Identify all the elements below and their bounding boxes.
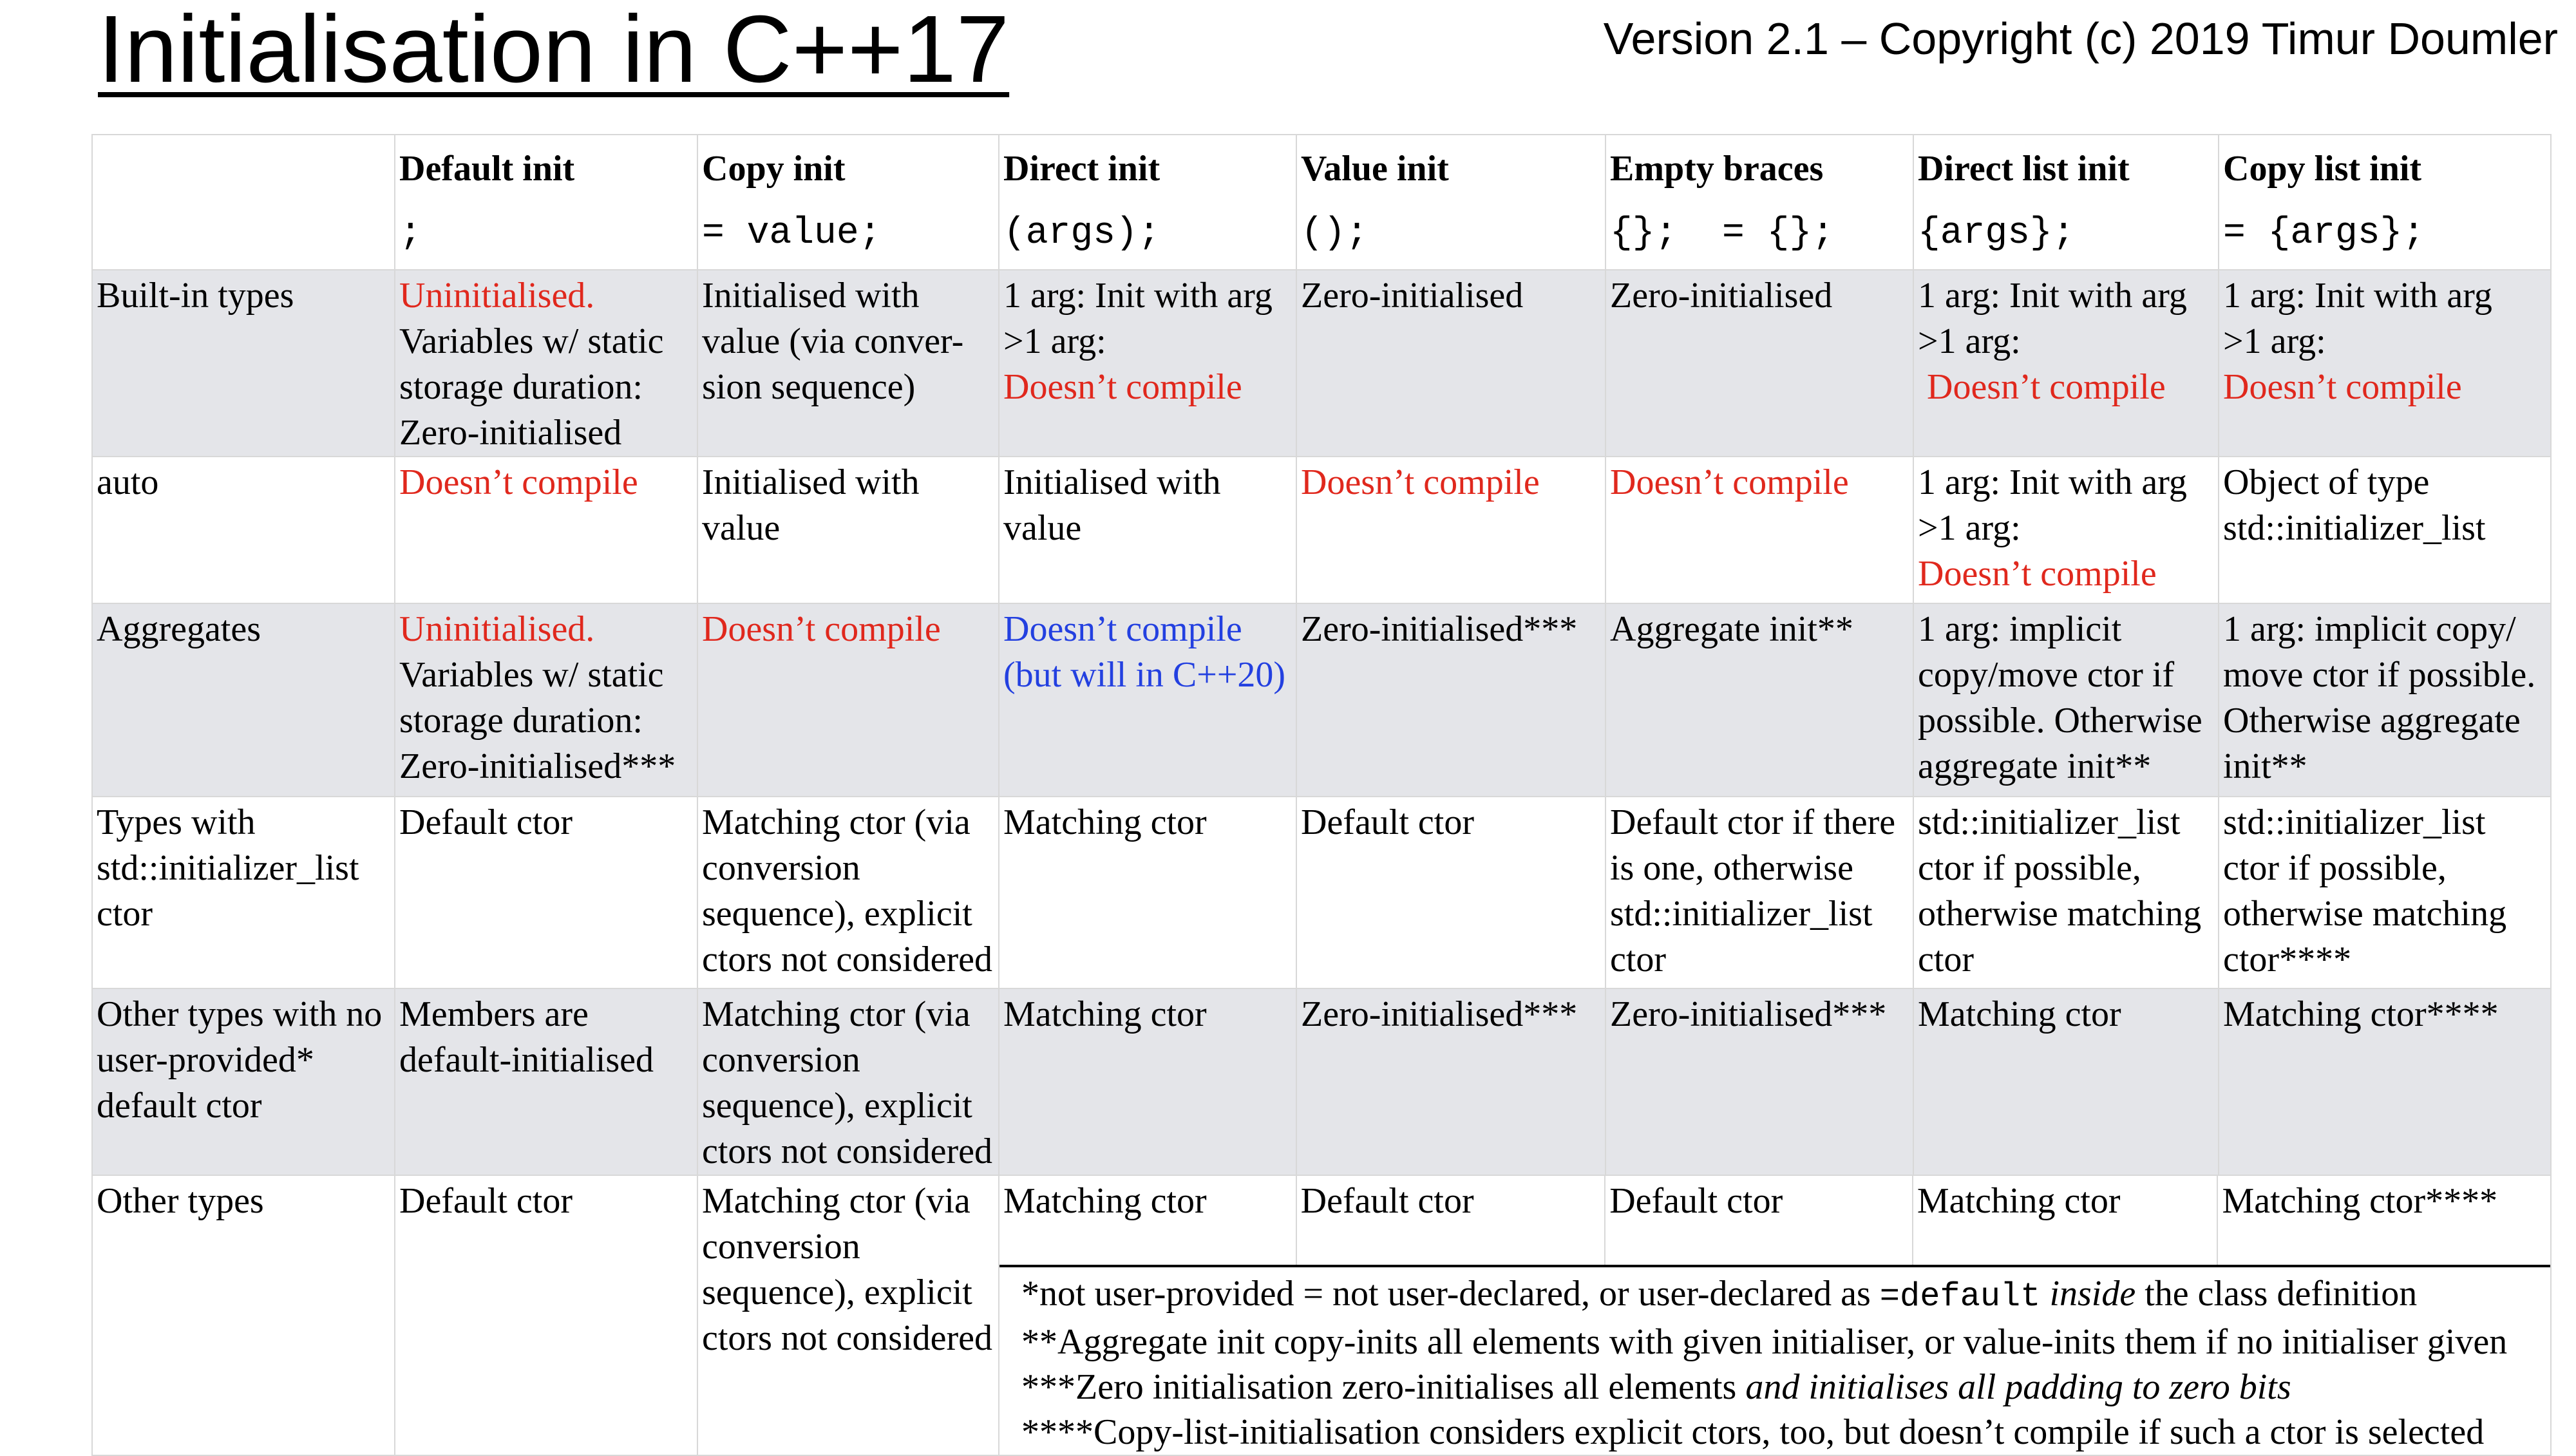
row-label: Other types (91, 1175, 395, 1456)
cell-direct: Matching ctor (998, 988, 1297, 1176)
footnote-4: ****Copy-list-initialisation considers e… (1021, 1412, 2485, 1452)
cell-copy-list: 1 arg: implicit copy/ move ctor if possi… (2218, 603, 2552, 797)
cell-copy-list: 1 arg: Init with arg >1 arg: Doesn’t compi… (2218, 269, 2552, 457)
cell-value: Zero-initialised (1296, 269, 1606, 457)
row-label: auto (91, 456, 395, 604)
cell-direct: Doesn’t compile (but will in C++20) (998, 603, 1297, 797)
cell-copy: Matching ctor (via conversion sequence),… (697, 1175, 999, 1456)
cell-copy: Matching ctor (via conversion sequence),… (697, 988, 999, 1176)
cell-direct: Matching ctor (1000, 1177, 1297, 1265)
row-label: Types with std::initializer_list ctor (91, 796, 395, 989)
cell-default: Default ctor (394, 1175, 698, 1456)
cell-copy-list: Matching ctor**** (2218, 988, 2552, 1176)
cell-copy-list: Matching ctor**** (2222, 1181, 2498, 1221)
cell-direct-list: std::initializer_list ctor if possible, … (1913, 796, 2219, 989)
cell-copy: Matching ctor (via conversion sequence),… (697, 796, 999, 989)
cell-direct: Initialised with value (998, 456, 1297, 604)
cell-empty: Zero-initialised*** (1605, 988, 1914, 1176)
footnotes: *not user-provided = not user-declared, … (1000, 1265, 2550, 1454)
cell-value: Default ctor (1296, 796, 1606, 989)
cell-value: Default ctor (1297, 1177, 1606, 1265)
cell-empty: Default ctor if there is one, otherwise … (1605, 796, 1914, 989)
row-aggregates: Aggregates Uninitialised. Variables w/ st… (91, 603, 2552, 797)
header-empty-braces: Empty braces {}; = {}; (1605, 134, 1914, 270)
header-row: Default init; Copy init = value; Direct i… (91, 134, 2552, 270)
other-types-right-cells: Matching ctor Default ctor Default ctor … (998, 1175, 2552, 1456)
header-direct-list-init: Direct list init {args}; (1913, 134, 2219, 270)
cell-direct-list: 1 arg: implicit copy/move ctor if possib… (1913, 603, 2219, 797)
cell-direct-list: 1 arg: Init with arg >1 arg: Doesn’t compi… (1913, 269, 2219, 457)
header-direct-init: Direct init (args); (998, 134, 1297, 270)
cell-copy-list: Object of type std::initializer_list (2218, 456, 2552, 604)
row-label: Other types with no user-provided* defau… (91, 988, 395, 1176)
cell-copy: Initialised with value (697, 456, 999, 604)
initialisation-table: Default init; Copy init = value; Direct i… (91, 134, 2552, 1456)
header-default-init: Default init; (394, 134, 698, 270)
cell-default: Uninitialised. Variables w/ static storag… (394, 269, 698, 457)
cell-empty: Default ctor (1605, 1177, 1913, 1265)
cell-direct-list: Matching ctor (1913, 1177, 2219, 1265)
header-value-init: Value init (); (1296, 134, 1606, 270)
footnote-2: **Aggregate init copy-inits all elements… (1021, 1322, 2508, 1362)
cell-value: Doesn’t compile (1296, 456, 1606, 604)
row-builtin-types: Built-in types Uninitialised. Variables w… (91, 269, 2552, 457)
header-corner (91, 134, 395, 270)
row-initializer-list-types: Types with std::initializer_list ctor De… (91, 796, 2552, 989)
row-other-types: Other types Default ctor Matching ctor (… (91, 1175, 2552, 1456)
cell-value: Zero-initialised*** (1296, 603, 1606, 797)
header-copy-init: Copy init = value; (697, 134, 999, 270)
cell-direct: Matching ctor (998, 796, 1297, 989)
cell-empty: Doesn’t compile (1605, 456, 1914, 604)
cell-default: Default ctor (394, 796, 698, 989)
footnote-1: *not user-provided = not user-declared, … (1021, 1274, 2418, 1316)
cell-empty: Zero-initialised (1605, 269, 1914, 457)
cell-value: Zero-initialised*** (1296, 988, 1606, 1176)
page-title: Initialisation in C++17 (98, 0, 1010, 102)
row-auto: auto Doesn’t compile Initialised with va… (91, 456, 2552, 604)
cell-default: Uninitialised. Variables w/ static storag… (394, 603, 698, 797)
cell-default: Members are default-initialised (394, 988, 698, 1176)
cell-copy: Doesn’t compile (697, 603, 999, 797)
cell-direct-list: Matching ctor (1913, 988, 2219, 1176)
cell-empty: Aggregate init** (1605, 603, 1914, 797)
row-label: Aggregates (91, 603, 395, 797)
cell-default: Doesn’t compile (394, 456, 698, 604)
footnote-3: ***Zero initialisation zero-initialises … (1021, 1367, 2291, 1407)
cell-copy-list: std::initializer_list ctor if possible, … (2218, 796, 2552, 989)
cell-copy: Initialised with value (via conver-sion … (697, 269, 999, 457)
version-copyright: Version 2.1 – Copyright (c) 2019 Timur D… (1603, 14, 2558, 64)
header-copy-list-init: Copy list init = {args}; (2218, 134, 2552, 270)
row-no-user-provided-ctor: Other types with no user-provided* defau… (91, 988, 2552, 1176)
cell-direct-list: 1 arg: Init with arg >1 arg: Doesn’t compi… (1913, 456, 2219, 604)
cell-direct: 1 arg: Init with arg >1 arg: Doesn’t compi… (998, 269, 1297, 457)
row-label: Built-in types (91, 269, 395, 457)
